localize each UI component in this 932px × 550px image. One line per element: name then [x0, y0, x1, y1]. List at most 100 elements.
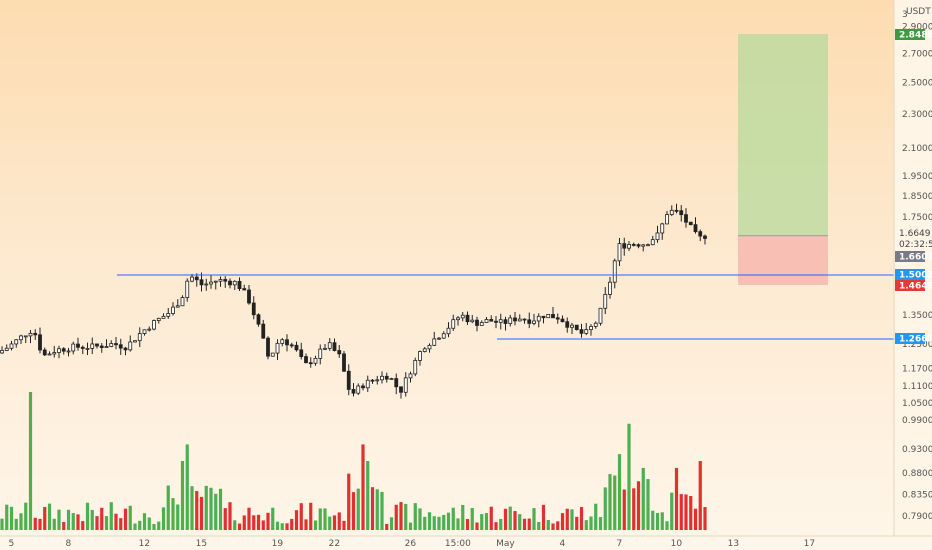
- volume-bar: [693, 508, 698, 530]
- candle-body: [118, 344, 123, 349]
- volume-bar: [309, 502, 313, 530]
- candle-body: [57, 348, 61, 353]
- candle-body: [299, 349, 304, 357]
- volume-bar: [427, 512, 432, 530]
- volume-bar: [271, 507, 275, 530]
- volume-bars: [0, 392, 707, 530]
- volume-bar: [603, 487, 607, 530]
- volume-bar: [209, 487, 213, 530]
- volume-bar: [285, 523, 289, 530]
- candle-body: [384, 375, 389, 380]
- candle-body: [498, 319, 503, 323]
- volume-bar: [47, 503, 52, 530]
- volume-bar: [541, 504, 546, 530]
- volume-bar: [503, 508, 508, 530]
- candle-body: [327, 342, 332, 349]
- volume-bar: [456, 518, 460, 530]
- candle-body: [275, 342, 280, 354]
- prev-close-tag-bg: [895, 251, 925, 262]
- candle-body: [655, 232, 660, 241]
- price-tick-label: 2.5000: [902, 78, 932, 88]
- candle-body: [308, 362, 313, 365]
- candle-body: [266, 337, 270, 357]
- candle-body: [285, 339, 289, 346]
- candle-body: [361, 385, 365, 389]
- volume-bar: [275, 521, 280, 530]
- candle-body: [584, 329, 589, 334]
- volume-bar: [518, 514, 522, 530]
- stop-zone[interactable]: [738, 235, 828, 285]
- time-tick-label: 5: [9, 539, 15, 549]
- volume-bar: [446, 512, 451, 530]
- volume-bar: [351, 492, 356, 530]
- volume-bar: [579, 507, 584, 530]
- volume-bar: [28, 392, 33, 530]
- candle-body: [209, 281, 213, 285]
- time-axis[interactable]: 5 8 12 15 19 22 26 15:00 May 4 7 10 13 17: [0, 535, 932, 550]
- volume-bar: [318, 508, 322, 530]
- candle-body: [527, 319, 532, 324]
- candle-body: [475, 319, 479, 326]
- candle-body: [365, 379, 370, 389]
- time-tick-label: 4: [560, 539, 566, 549]
- volume-bar: [85, 502, 90, 530]
- candle-body: [147, 328, 152, 331]
- candle-body: [128, 341, 133, 351]
- position-zones: [738, 34, 828, 285]
- candle-body: [9, 343, 14, 349]
- time-tick-label: 26: [405, 539, 417, 549]
- price-tick-label: 0.8800: [902, 469, 932, 479]
- candle-body: [213, 280, 218, 283]
- volume-bar: [252, 515, 256, 530]
- volume-bar: [660, 512, 664, 530]
- volume-bar: [598, 517, 603, 530]
- stop-tag-bg: [895, 280, 925, 291]
- target-zone[interactable]: [738, 34, 828, 236]
- candle-body: [579, 329, 584, 334]
- volume-bar: [294, 510, 299, 530]
- volume-bar: [560, 513, 565, 530]
- price-tick-label: 3: [902, 10, 908, 20]
- volume-bar: [266, 512, 270, 530]
- volume-bar: [437, 516, 441, 530]
- volume-bar: [100, 507, 104, 530]
- volume-bar: [33, 517, 37, 530]
- volume-bar: [109, 502, 113, 530]
- candle-body: [536, 315, 541, 322]
- horizontal-lines[interactable]: [117, 274, 894, 340]
- price-axis[interactable]: USDT 3 2.9000 2.7000 2.5000 2.3000 2.1000 1.95…: [893, 0, 932, 536]
- volume-bar: [242, 515, 246, 530]
- volume-bar: [480, 514, 484, 530]
- candle-body: [622, 243, 627, 249]
- volume-bar: [76, 514, 80, 530]
- volume-bar: [513, 511, 517, 530]
- candle-body: [356, 385, 361, 394]
- candle-body: [517, 318, 522, 322]
- candle-body: [589, 325, 593, 331]
- candle-body: [332, 342, 337, 351]
- volume-bar: [627, 423, 631, 530]
- candle-body: [23, 335, 28, 338]
- candle-body: [660, 223, 665, 234]
- candle-body: [451, 319, 456, 329]
- candle-body: [612, 260, 617, 283]
- time-tick-label: 8: [66, 539, 72, 549]
- candle-body: [342, 353, 346, 372]
- countdown-tag: 02:32:56: [899, 240, 932, 250]
- volume-bar: [589, 516, 593, 530]
- volume-bar: [5, 504, 9, 530]
- volume-bar: [556, 521, 560, 530]
- volume-bar: [347, 473, 351, 530]
- stop-tag: 1.4649: [899, 282, 932, 292]
- target-price-tag: 2.8485: [899, 31, 932, 41]
- candle-body: [156, 317, 161, 321]
- candle-body: [489, 319, 494, 322]
- candle-body: [38, 334, 42, 351]
- candle-body: [99, 345, 104, 348]
- candle-body: [422, 348, 427, 352]
- candle-body: [237, 280, 242, 289]
- prev-close-tag: 1.6607: [899, 253, 932, 263]
- volume-bar: [218, 488, 223, 530]
